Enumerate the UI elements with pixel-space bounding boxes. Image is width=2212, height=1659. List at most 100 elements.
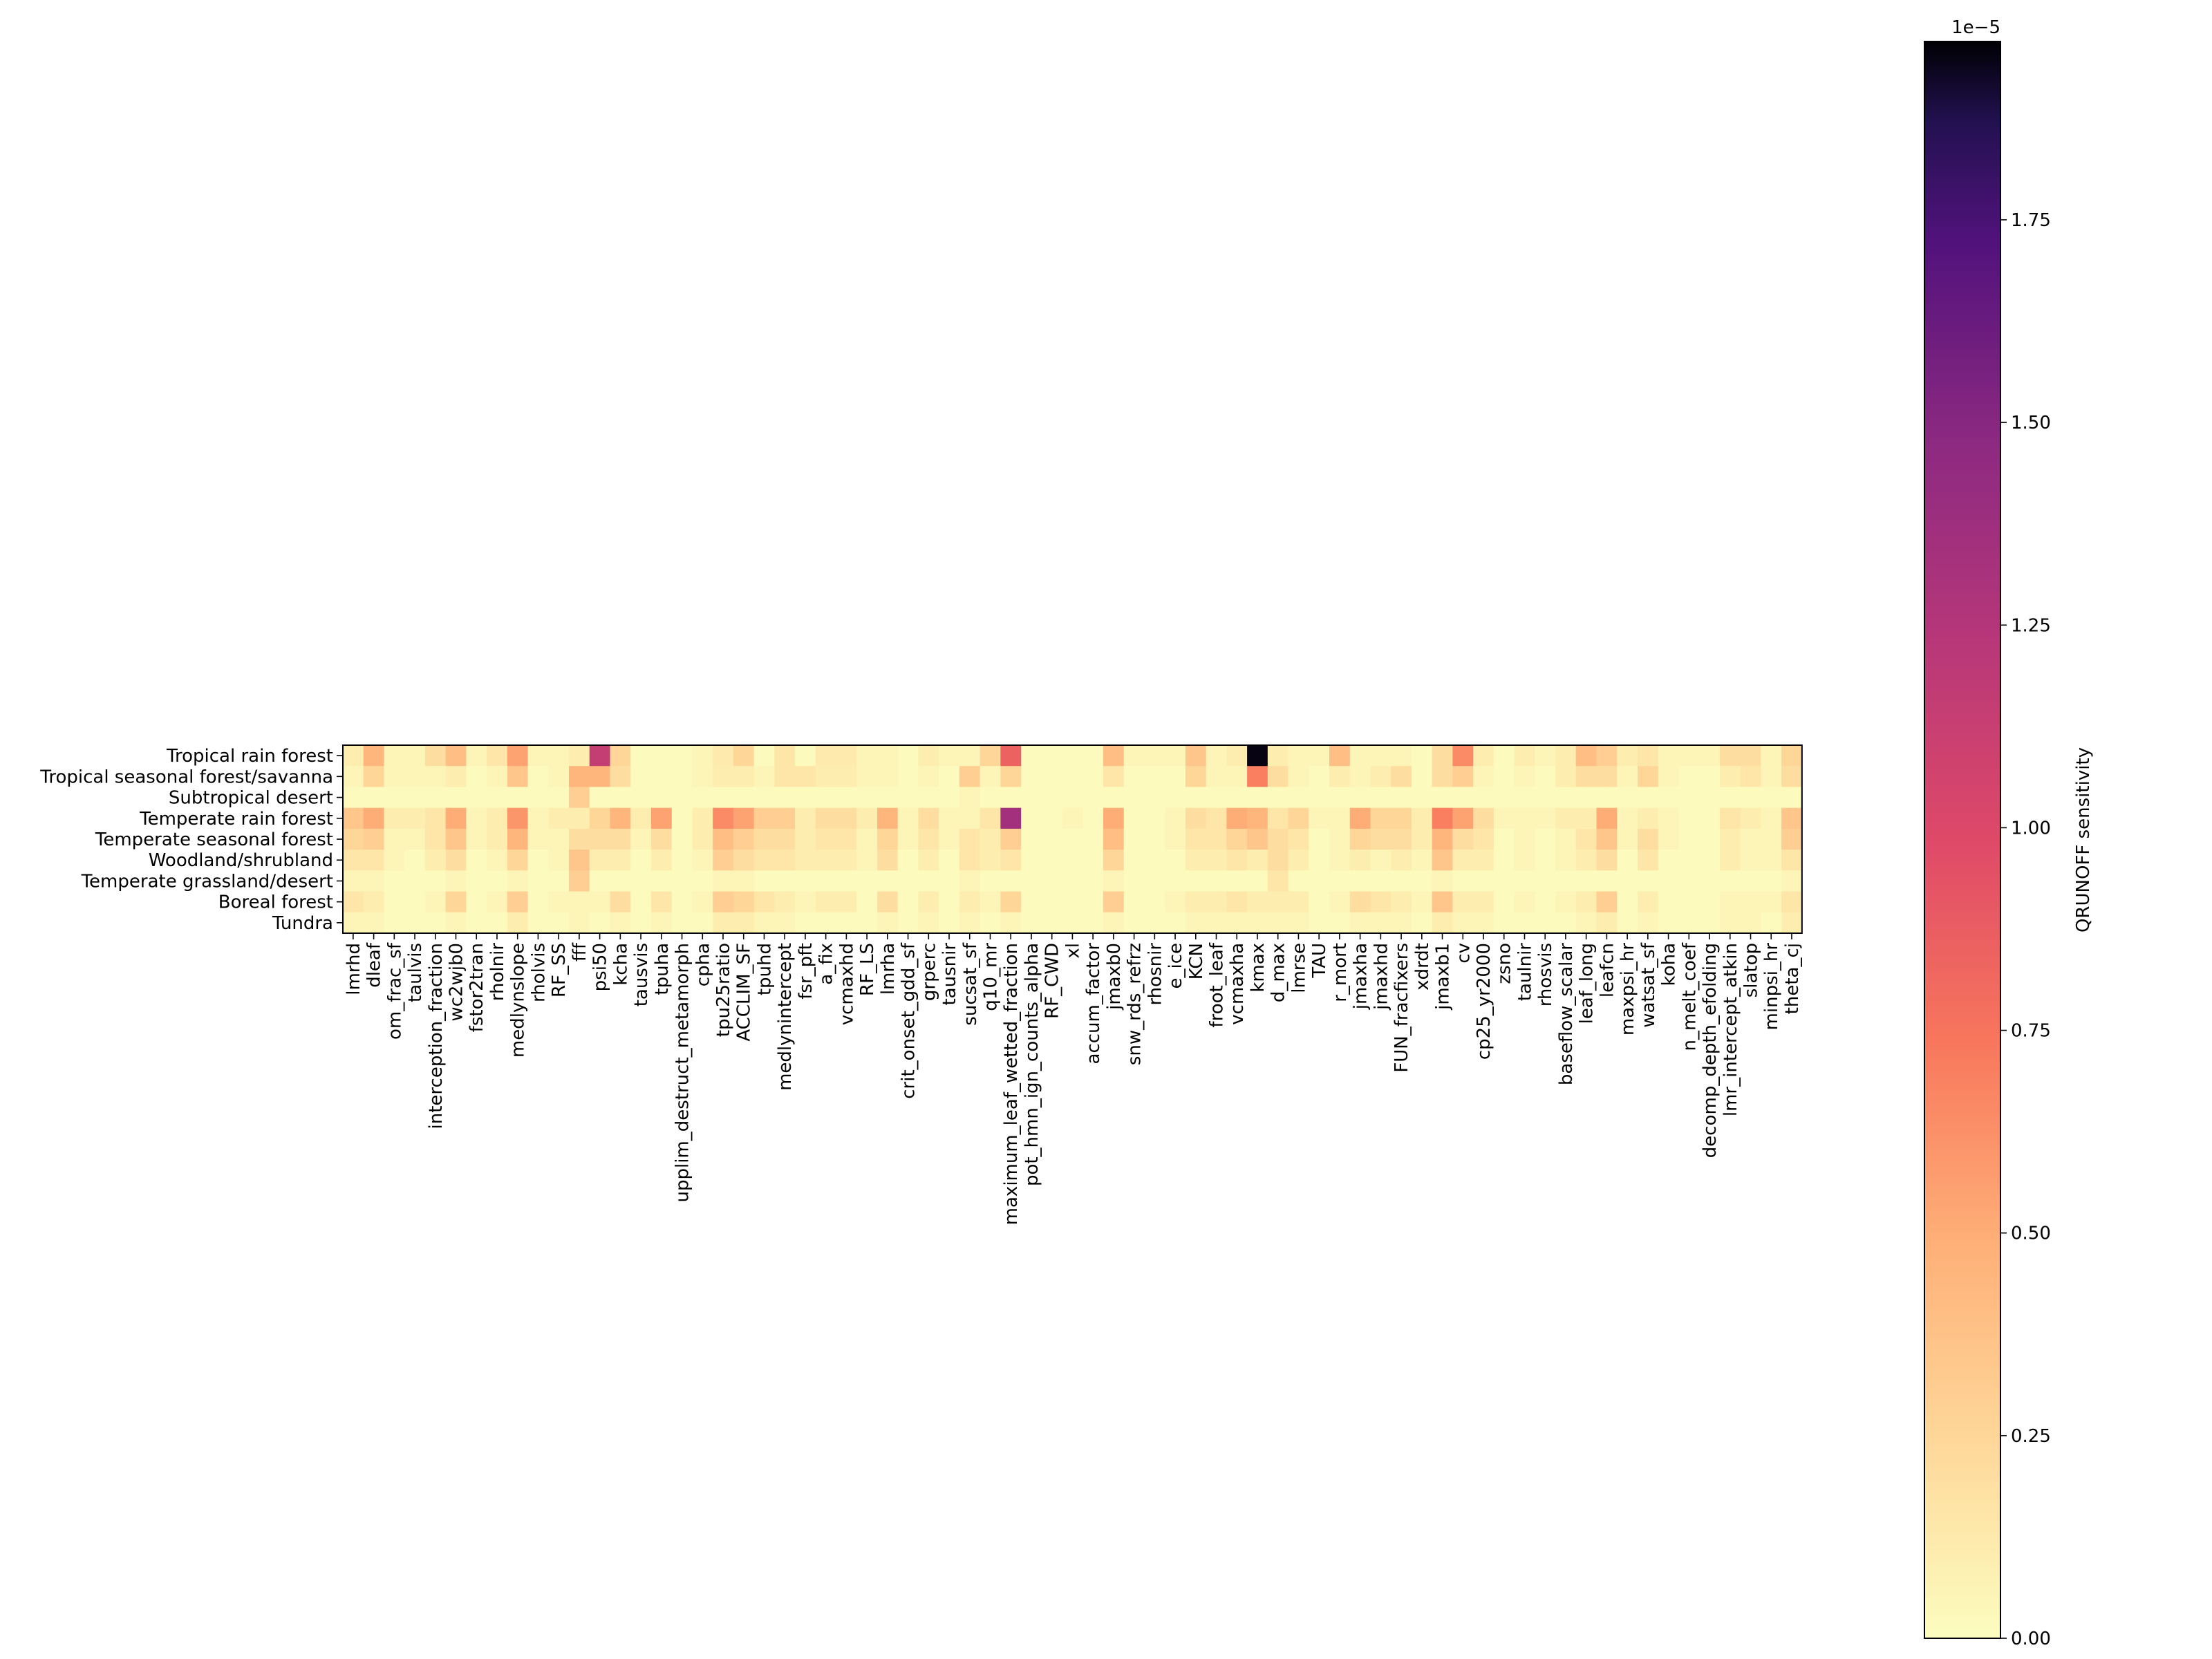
heatmap-cell (1658, 828, 1680, 850)
heatmap-cell (1329, 850, 1351, 871)
heatmap-cell (384, 870, 405, 892)
heatmap-cell (1678, 912, 1700, 934)
heatmap-cell (1493, 850, 1515, 871)
heatmap-cell (548, 870, 570, 892)
heatmap-cell (918, 891, 939, 913)
heatmap-cell (1781, 807, 1803, 830)
colorbar-label: QRUNOFF sensitivity (2073, 747, 2094, 932)
heatmap-cell (1021, 891, 1042, 913)
heatmap-cell (1452, 787, 1474, 809)
heatmap-cell (650, 828, 673, 850)
heatmap-cell (569, 766, 590, 788)
heatmap-cell (363, 850, 385, 871)
heatmap-cell (527, 912, 549, 934)
heatmap-cell (877, 745, 899, 767)
heatmap-cell (980, 870, 1001, 892)
heatmap-cell (1021, 766, 1042, 788)
heatmap-cell (733, 828, 755, 850)
heatmap-cell (569, 912, 590, 934)
heatmap-cell (610, 807, 631, 830)
heatmap-cell (1740, 891, 1761, 913)
heatmap-cell (1247, 807, 1268, 830)
heatmap-cell (918, 745, 939, 767)
heatmap-cell (959, 745, 981, 767)
heatmap-cell (1761, 828, 1782, 850)
heatmap-cell (1082, 745, 1104, 767)
heatmap-cell (1514, 766, 1535, 788)
heatmap-cell (1041, 912, 1063, 934)
heatmap-cell (1247, 850, 1268, 871)
heatmap-cell (856, 850, 878, 871)
heatmap-cell (815, 891, 837, 913)
heatmap-cell (1165, 745, 1186, 767)
heatmap-cell (507, 828, 529, 850)
heatmap-cell (1761, 912, 1782, 934)
heatmap-cell (1678, 807, 1700, 830)
heatmap-cell (1062, 745, 1083, 767)
heatmap-cell (1617, 787, 1638, 809)
heatmap-cell (1185, 745, 1207, 767)
heatmap-cell (1329, 807, 1351, 830)
column-label: leafcn (1597, 943, 1618, 997)
heatmap-cell (1226, 912, 1248, 934)
heatmap-cell (527, 850, 549, 871)
heatmap-cell (1062, 870, 1083, 892)
column-label: maxpsi_hr (1618, 943, 1638, 1035)
heatmap-cell (1699, 745, 1721, 767)
heatmap-cell (1247, 912, 1268, 934)
column-label: ACCLIM_SF (734, 943, 755, 1042)
heatmap-cell (589, 870, 611, 892)
heatmap-cell (1658, 787, 1680, 809)
heatmap-cell (1575, 870, 1597, 892)
heatmap-cell (897, 807, 919, 830)
heatmap-cell (877, 891, 899, 913)
heatmap-cell (1452, 891, 1474, 913)
heatmap-cell (1719, 787, 1741, 809)
heatmap-cell (692, 807, 713, 830)
heatmap-cell (1473, 766, 1494, 788)
heatmap-cell (939, 828, 960, 850)
heatmap-cell (404, 807, 426, 830)
heatmap-cell (980, 766, 1001, 788)
heatmap-cell (527, 745, 549, 767)
heatmap-cell (1000, 891, 1022, 913)
heatmap-cell (1432, 870, 1454, 892)
heatmap-cell (1761, 870, 1782, 892)
heatmap-cell (1452, 828, 1474, 850)
heatmap-cell (1226, 745, 1248, 767)
heatmap-cell (836, 766, 857, 788)
heatmap-cell (1596, 766, 1618, 788)
heatmap-cell (1719, 766, 1741, 788)
heatmap-cell (939, 850, 960, 871)
heatmap-cell (856, 828, 878, 850)
heatmap-cell (795, 870, 816, 892)
heatmap-cell (384, 807, 405, 830)
heatmap-cell (1699, 891, 1721, 913)
heatmap-cell (507, 891, 529, 913)
heatmap-cell (815, 807, 837, 830)
heatmap-cell (610, 745, 631, 767)
heatmap-cell (774, 870, 796, 892)
heatmap-cell (671, 828, 693, 850)
heatmap-cell (939, 891, 960, 913)
heatmap-cell (1637, 787, 1659, 809)
row-label: Tropical rain forest (166, 746, 333, 767)
heatmap-cell (1699, 787, 1721, 809)
heatmap-cell (466, 787, 487, 809)
heatmap-cell (1473, 912, 1494, 934)
heatmap-cell (959, 766, 981, 788)
heatmap-cell (1555, 828, 1577, 850)
heatmap-cell (959, 870, 981, 892)
heatmap-cell (650, 787, 673, 809)
heatmap-cell (445, 912, 467, 934)
row-label: Woodland/shrubland (149, 850, 333, 871)
column-label: tausnir (939, 943, 960, 1006)
heatmap-cell (487, 870, 508, 892)
heatmap-cell (1575, 850, 1597, 871)
heatmap-cell (1493, 891, 1515, 913)
heatmap-cell (959, 807, 981, 830)
heatmap-cell (1041, 828, 1063, 850)
heatmap-cell (589, 828, 611, 850)
heatmap-cell (1144, 870, 1165, 892)
heatmap-cell (1247, 787, 1268, 809)
